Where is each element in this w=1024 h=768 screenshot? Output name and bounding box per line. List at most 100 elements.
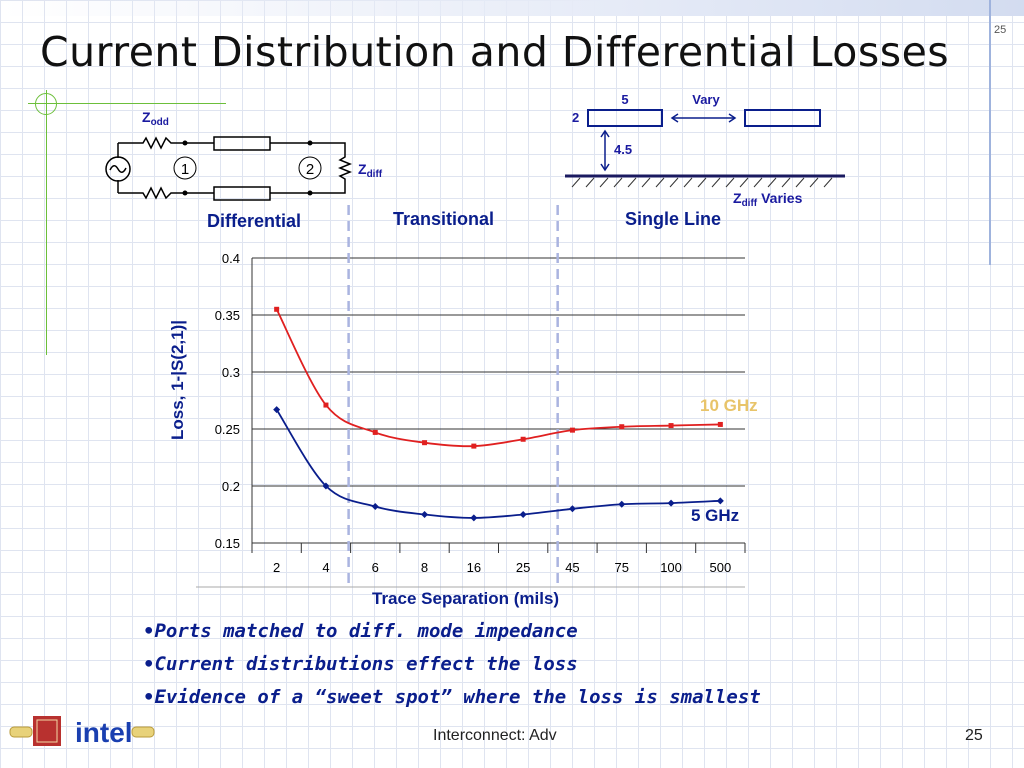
data-point: [323, 402, 329, 408]
corner-page-number: 25: [994, 24, 1007, 36]
data-point: [372, 429, 378, 435]
hatch-mark: [753, 177, 763, 188]
hatch-mark: [669, 177, 679, 188]
hatch-mark: [585, 177, 595, 188]
hatch-mark: [571, 177, 581, 188]
x-tick-label: 75: [615, 560, 629, 575]
series-line-0: [275, 308, 721, 448]
z-diff-label: Zdiff: [358, 161, 383, 180]
slide-title: Current Distribution and Differential Lo…: [40, 28, 950, 76]
port-1-badge: [173, 156, 197, 180]
data-point: [569, 427, 575, 433]
port-2-badge: [298, 156, 322, 180]
university-seal-icon: [33, 716, 61, 746]
hatch-mark: [599, 177, 609, 188]
data-point: [422, 440, 428, 446]
data-point: [322, 482, 330, 490]
port-2-label: 2: [306, 161, 314, 178]
hatch-mark: [627, 177, 637, 188]
data-point: [520, 436, 526, 442]
hatch-mark: [725, 177, 735, 188]
cross-section-diagram: [565, 109, 845, 178]
x-tick-label: 25: [516, 560, 530, 575]
x-tick-label: 4: [322, 560, 329, 575]
footer-text: Interconnect: Adv: [433, 727, 557, 744]
hatch-mark: [711, 177, 721, 188]
right-vertical-rule: [989, 0, 991, 265]
green-crosshair-circle: [35, 93, 57, 115]
footer-page-number: 25: [965, 727, 983, 744]
region-differential: Differential: [207, 211, 302, 231]
x-tick-label: 2: [273, 560, 280, 575]
series-line-1: [275, 409, 721, 519]
data-point: [717, 421, 723, 427]
data-point: [273, 406, 281, 414]
data-point: [668, 423, 674, 429]
z-odd-label: Zodd: [142, 109, 169, 128]
spacing-label: Vary: [692, 92, 720, 107]
series-label-10ghz: 10 GHz: [700, 396, 758, 415]
x-tick-label: 8: [421, 560, 428, 575]
trace-width-label: 5: [621, 92, 628, 107]
node-dot: [182, 140, 188, 146]
bullet-3: •Evidence of a “sweet spot” where the lo…: [143, 686, 761, 708]
hatch-mark: [613, 177, 623, 188]
data-point: [619, 424, 625, 430]
data-point: [471, 443, 477, 449]
thickness-label: 2: [572, 110, 579, 125]
port-1-label: 1: [181, 161, 189, 178]
hatch-mark: [641, 177, 651, 188]
data-point: [568, 505, 576, 513]
region-single-line: Single Line: [625, 209, 722, 229]
node-dot: [307, 190, 313, 196]
hatch-mark: [683, 177, 693, 188]
data-point: [667, 499, 675, 507]
trace-right: [744, 109, 821, 127]
hatch-mark: [655, 177, 665, 188]
y-tick-label: 0.35: [215, 308, 240, 323]
x-tick-label: 16: [467, 560, 481, 575]
y-tick-label: 0.4: [222, 251, 240, 266]
hatch-mark: [809, 177, 819, 188]
ac-source-icon: [105, 156, 131, 182]
y-tick-label: 0.15: [215, 536, 240, 551]
y-tick-label: 0.3: [222, 365, 240, 380]
y-tick-label: 0.2: [222, 479, 240, 494]
circuit-diagram: [105, 136, 353, 201]
bullet-1: •Ports matched to diff. mode impedance: [143, 620, 578, 642]
hatch-mark: [697, 177, 707, 188]
zdiff-varies-label: Zdiff Varies: [733, 190, 803, 209]
trace-left: [587, 109, 663, 127]
y-axis-label: Loss, 1-|S(2,1)|: [168, 319, 187, 441]
x-axis-label: Trace Separation (mils): [372, 589, 560, 608]
hatch-mark: [767, 177, 777, 188]
x-tick-label: 500: [709, 560, 731, 575]
hatch-mark: [781, 177, 791, 188]
intel-logo-text: intel: [75, 717, 133, 748]
hatch-mark: [795, 177, 805, 188]
top-decorative-band: [0, 0, 1024, 16]
height-label: 4.5: [614, 142, 632, 157]
hatch-mark: [739, 177, 749, 188]
data-point: [716, 497, 724, 505]
region-transitional: Transitional: [393, 209, 495, 229]
x-tick-label: 100: [660, 560, 682, 575]
node-dot: [182, 190, 188, 196]
ground-hatching: [571, 177, 833, 188]
data-point: [470, 514, 478, 522]
x-tick-label: 45: [565, 560, 579, 575]
y-tick-label: 0.25: [215, 422, 240, 437]
data-point: [421, 511, 429, 518]
data-point: [519, 511, 527, 518]
bullet-2: •Current distributions effect the loss: [143, 653, 578, 675]
node-dot: [307, 140, 313, 146]
data-point: [274, 306, 280, 312]
data-point: [371, 503, 379, 511]
hatch-mark: [823, 177, 833, 188]
series-label-5ghz: 5 GHz: [691, 506, 740, 525]
loss-chart: 0.4 0.35 0.3 0.25 0.2 0.15 2 4 6 8 16 25 45 75 100 500: [196, 205, 746, 588]
intel-logo: intel: [9, 716, 155, 748]
green-horizontal-rule: [28, 103, 226, 104]
green-vertical-rule: [46, 90, 47, 355]
